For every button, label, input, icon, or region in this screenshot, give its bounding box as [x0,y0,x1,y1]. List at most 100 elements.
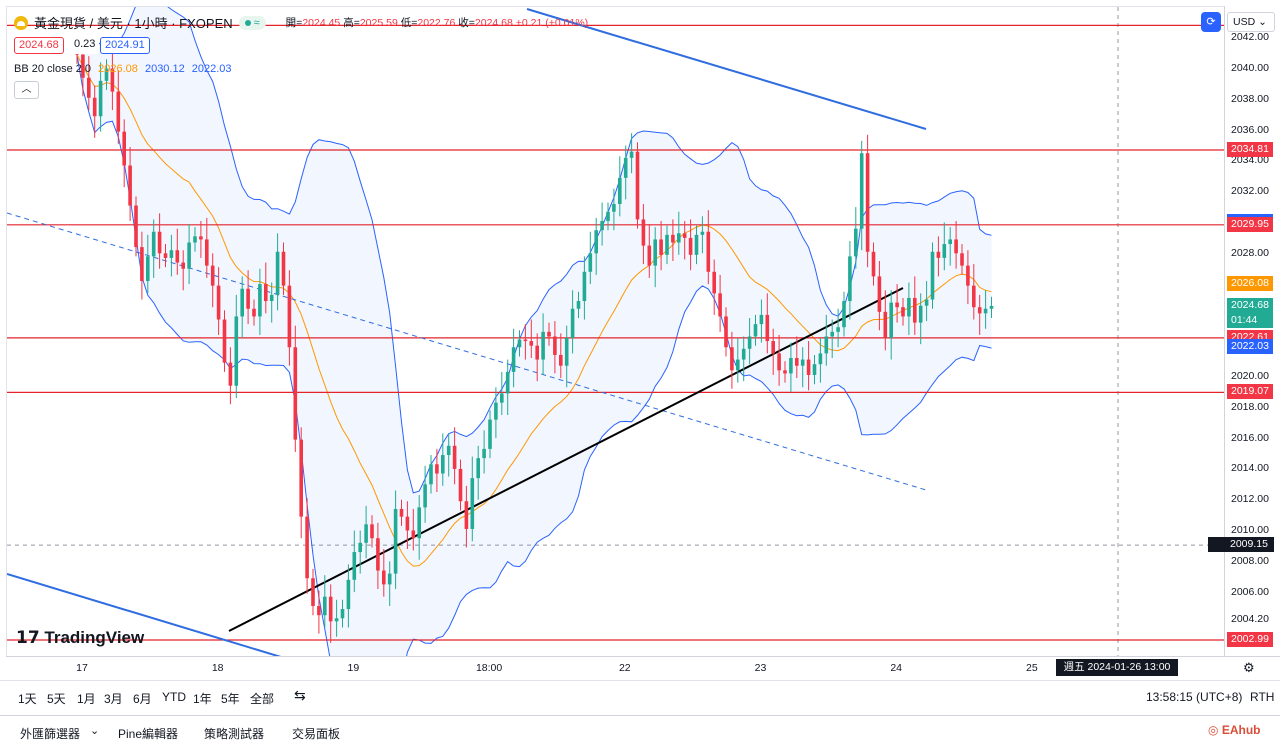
candle-body [258,284,262,317]
candle-body [252,308,256,317]
candle-body [924,299,929,306]
candle-body [647,245,652,266]
candle-body [659,239,663,255]
range-button[interactable]: YTD [162,690,186,704]
price-label: 2002.99 [1227,631,1273,647]
candle-body [228,362,233,386]
y-tick-label: 2042.00 [1231,31,1269,44]
timeframe-toolbar [0,680,1280,714]
range-button[interactable]: 1天 [18,692,37,706]
candle-body [570,308,575,338]
candle-body [671,234,675,243]
y-tick-label: 2032.00 [1231,185,1269,198]
x-tick-label: 19 [347,662,360,674]
bottom-tab[interactable]: 策略測試器 [204,727,265,741]
candle-body [122,131,126,166]
candle-body [942,244,947,258]
candle-body [441,455,445,474]
range-button[interactable]: 5天 [47,692,66,706]
candle-body [387,573,392,585]
compare-icon[interactable]: ⇆ [294,687,306,703]
candle-body [92,97,97,117]
x-tick-label: 18 [211,662,224,674]
candle-body [523,339,528,342]
bottom-tab[interactable]: 交易面板 [292,727,341,741]
price-label: 2026.08 [1227,276,1273,292]
x-tick-label: 25 [1026,662,1038,674]
candle-body [464,501,469,529]
price-axis[interactable] [1224,6,1280,656]
candle-body [606,211,610,221]
y-tick-label: 2012.00 [1231,493,1269,506]
candle-body [824,336,829,354]
price-label: 2029.95 [1227,216,1273,232]
range-button[interactable]: 1月 [77,692,96,706]
buy-button[interactable]: 2024.91 [100,37,150,54]
candle-body [806,359,811,375]
candle-body [311,578,315,606]
candle-body [517,339,522,348]
candle-body [328,596,333,622]
candle-body [340,609,345,619]
y-tick-label: 2010.00 [1231,524,1269,537]
candle-body [830,331,834,337]
candle-body [842,301,846,328]
indicator-legend[interactable]: BB 20 close 2 0 2026.08 2030.12 2022.03 [14,63,232,75]
candle-body [960,253,964,266]
candle-body [901,307,905,317]
range-button[interactable]: 3月 [104,692,123,706]
candle-body [653,239,657,266]
candle-body [700,231,705,235]
candle-body [629,151,634,158]
eahub-watermark: ◎ EAhub [1208,723,1261,737]
candle-body [393,508,398,574]
chevron-down-icon[interactable]: ⌄ [90,725,100,737]
candle-body [429,464,433,485]
candle-body [470,478,475,529]
y-tick-label: 2038.00 [1231,92,1269,105]
range-button[interactable]: 5年 [221,692,240,706]
range-button[interactable]: 1年 [193,692,212,706]
candle-body [712,271,716,294]
session-toggle[interactable]: RTH [1250,690,1275,704]
range-button[interactable]: 6月 [133,692,152,706]
clock[interactable]: 13:58:15 (UTC+8) [1146,690,1243,704]
candle-body [193,236,197,243]
bb-lower-value: 2022.03 [191,63,232,75]
candle-body [157,231,162,254]
market-status[interactable]: ≈ [238,15,266,30]
candle-body [759,314,764,325]
candle-body [317,605,321,616]
candle-body [110,68,115,92]
candle-body [989,305,994,309]
chart-pane[interactable] [6,6,1224,656]
candle-body [612,204,616,212]
currency-select[interactable]: USD ⌄ [1227,12,1275,32]
sell-button[interactable]: 2024.68 [14,37,64,54]
price-label: 2022.03 [1227,338,1273,354]
candle-body [500,393,504,403]
channel-mid-dashed [7,212,927,491]
time-axis[interactable] [6,656,1280,678]
candle-body [865,153,870,252]
candle-body [458,468,463,502]
range-button[interactable]: 全部 [250,692,275,706]
candle-body [423,484,427,508]
bb-basis-value: 2026.08 [98,63,138,75]
sync-icon[interactable]: ⟳ [1201,12,1221,32]
bottom-tab[interactable]: Pine編輯器 [118,727,179,741]
candle-body [730,347,734,371]
candle-body [765,314,770,342]
candle-body [163,253,168,258]
price-chart[interactable] [7,7,1224,656]
ohlc-readout: 開=2024.45 高=2025.59 低=2022.76 收=2024.68 … [285,17,589,29]
bottom-tab[interactable]: 外匯篩選器 [20,727,81,741]
chevron-up-icon[interactable]: ︿ [14,81,39,99]
candle-body [836,327,840,332]
symbol-title[interactable]: 黃金現貨 / 美元 · 1小時 · FXOPEN [34,16,233,31]
candle-body [576,301,581,309]
candle-body [871,251,876,277]
candle-body [482,448,486,459]
gear-icon[interactable]: ⚙ [1243,660,1255,675]
candle-body [977,307,982,314]
